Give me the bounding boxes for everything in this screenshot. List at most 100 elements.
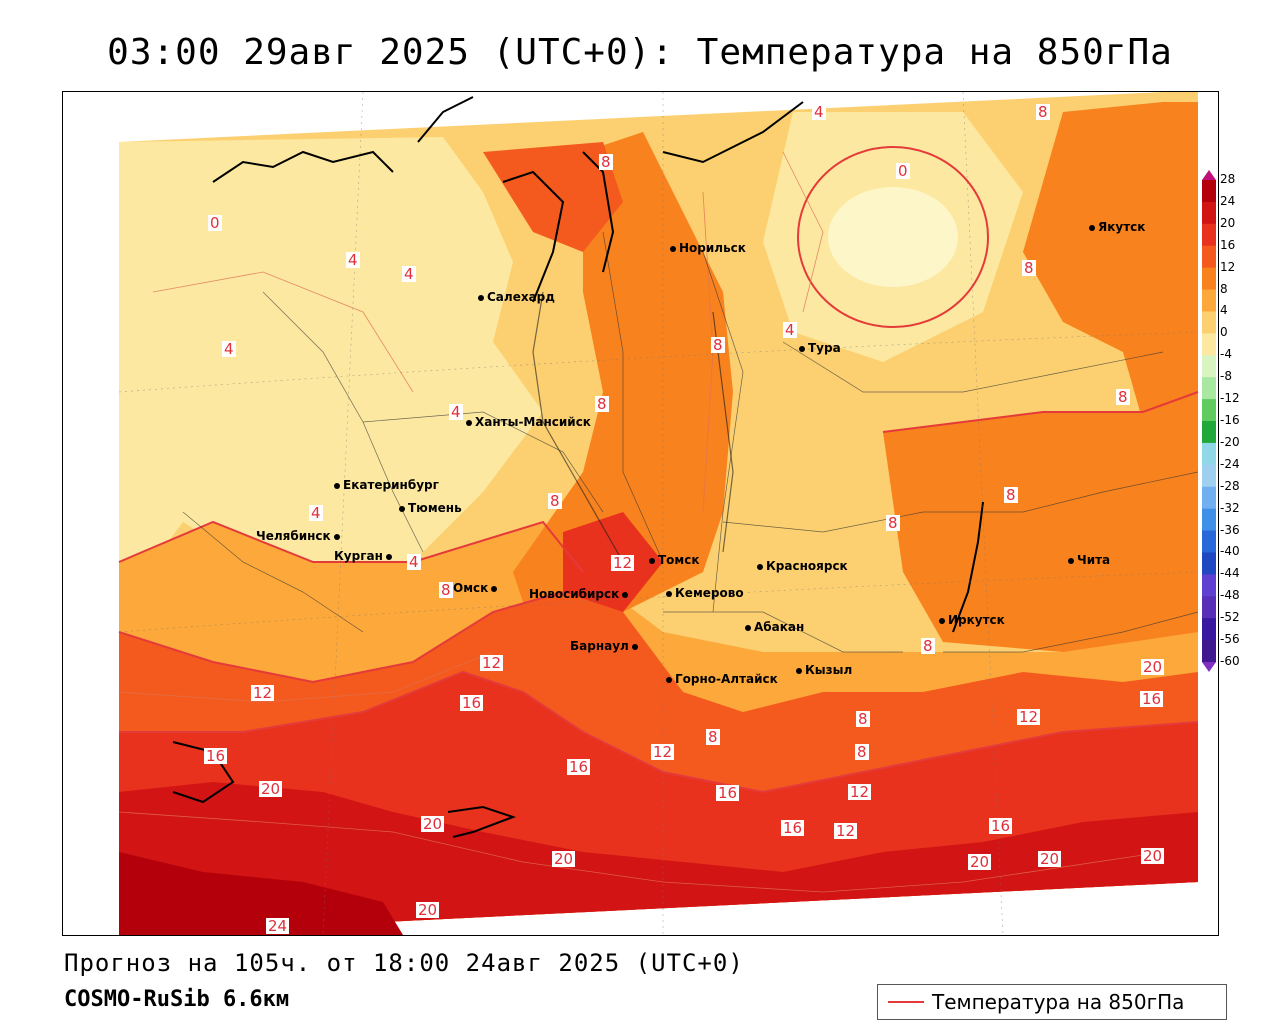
- city-dot-icon: [478, 294, 484, 301]
- city-tomsk: Томск: [649, 553, 700, 567]
- contour-label: 4: [407, 553, 421, 571]
- city-dot-icon: [745, 624, 751, 631]
- colorbar-segment: [1202, 355, 1216, 378]
- city-dot-icon: [466, 419, 472, 426]
- colorbar: [1202, 170, 1216, 672]
- contour-label: 20: [552, 850, 576, 868]
- colorbar-segment: [1202, 574, 1216, 597]
- colorbar-tick-label: -16: [1220, 413, 1240, 427]
- contour-label: 8: [599, 153, 613, 171]
- colorbar-tick-label: 24: [1220, 193, 1236, 208]
- map-area: Норильск Якутск Салехард Тура Ханты-Манс…: [62, 91, 1219, 936]
- colorbar-tick-label: 8: [1220, 281, 1228, 296]
- contour-label: 8: [886, 514, 900, 532]
- contour-label: 8: [706, 728, 720, 746]
- contour-label: 0: [208, 214, 222, 232]
- colorbar-segment: [1202, 180, 1216, 203]
- colorbar-segment: [1202, 530, 1216, 553]
- colorbar-segment: [1202, 311, 1216, 334]
- city-yekaterinburg: Екатеринбург: [334, 478, 439, 492]
- contour-label: 8: [1004, 486, 1018, 504]
- colorbar-tick-label: 16: [1220, 237, 1236, 252]
- colorbar-tick-label: -8: [1220, 369, 1232, 384]
- contour-label: 16: [204, 747, 228, 765]
- contour-label: 24: [266, 917, 290, 935]
- city-abakan: Абакан: [745, 620, 804, 634]
- contour-label: 0: [896, 162, 910, 180]
- contour-label: 8: [439, 581, 453, 599]
- colorbar-tick-label: -36: [1220, 522, 1240, 537]
- temperature-map: [63, 92, 1218, 935]
- contour-label: 4: [222, 340, 236, 358]
- colorbar-tick-label: -24: [1220, 456, 1240, 471]
- city-dot-icon: [799, 345, 805, 352]
- contour-label: 16: [781, 819, 805, 837]
- contour-label: 16: [1140, 690, 1164, 708]
- forecast-info: Прогноз на 105ч. от 18:00 24авг 2025 (UT…: [64, 949, 744, 977]
- colorbar-tick-label: 0: [1220, 325, 1228, 340]
- model-name: COSMO-RuSib 6.6км: [64, 987, 290, 1012]
- city-dot-icon: [670, 245, 676, 252]
- contour-label: 8: [1036, 103, 1050, 121]
- contour-label: 20: [1141, 847, 1165, 865]
- city-chelyabinsk: Челябинск: [256, 529, 343, 543]
- colorbar-segment: [1202, 223, 1216, 247]
- city-dot-icon: [757, 563, 763, 570]
- colorbar-tick-label: 28: [1220, 172, 1236, 186]
- contour-label: 4: [449, 403, 463, 421]
- contour-label: 12: [834, 822, 858, 840]
- city-dot-icon: [666, 676, 672, 683]
- city-dot-icon: [1068, 557, 1074, 564]
- contour-label: 16: [989, 817, 1013, 835]
- city-dot-icon: [385, 553, 392, 560]
- colorbar-segment: [1202, 245, 1216, 269]
- colorbar-tick-label: -32: [1220, 500, 1240, 515]
- city-khanty-mansiysk: Ханты-Мансийск: [466, 415, 591, 429]
- legend-label: Температура на 850гПа: [932, 990, 1185, 1014]
- contour-label: 8: [1116, 388, 1130, 406]
- city-tyumen: Тюмень: [399, 501, 462, 515]
- city-norilsk: Норильск: [670, 241, 746, 255]
- city-krasnoyarsk: Красноярск: [757, 559, 848, 573]
- colorbar-segment: [1202, 442, 1216, 466]
- contour-label: 20: [1141, 658, 1165, 676]
- contour-label: 12: [651, 743, 675, 761]
- city-kurgan: Курган: [334, 549, 395, 563]
- colorbar-segment: [1202, 464, 1216, 488]
- legend-box: Температура на 850гПа: [877, 984, 1227, 1020]
- contour-label: 20: [1038, 850, 1062, 868]
- city-irkutsk: Иркутск: [939, 613, 1005, 627]
- contour-label: 8: [1022, 259, 1036, 277]
- city-tura: Тура: [799, 341, 841, 355]
- city-dot-icon: [649, 557, 655, 564]
- colorbar-segment: [1202, 618, 1216, 641]
- contour-label: 8: [921, 637, 935, 655]
- contour-label: 8: [548, 492, 562, 510]
- colorbar-segment: [1202, 333, 1216, 356]
- city-kemerovo: Кемерово: [666, 586, 744, 600]
- city-dot-icon: [939, 617, 945, 624]
- contour-label: 8: [595, 395, 609, 413]
- contour-label: 20: [421, 815, 445, 833]
- contour-label: 4: [402, 265, 416, 283]
- city-gorno-altaysk: Горно-Алтайск: [666, 672, 778, 686]
- city-dot-icon: [622, 591, 629, 598]
- contour-label: 12: [1017, 708, 1041, 726]
- contour-label: 4: [346, 251, 360, 269]
- contour-label: 20: [259, 780, 283, 798]
- contour-label: 4: [309, 504, 323, 522]
- colorbar-segment: [1202, 267, 1216, 291]
- colorbar-segment: [1202, 377, 1216, 400]
- contour-label: 16: [460, 694, 484, 712]
- map-title: 03:00 29авг 2025 (UTC+0): Температура на…: [107, 32, 1173, 73]
- contour-label: 12: [480, 654, 504, 672]
- city-dot-icon: [333, 533, 340, 540]
- contour-label: 8: [856, 710, 870, 728]
- colorbar-segment: [1202, 596, 1216, 619]
- contour-label: 12: [251, 684, 275, 702]
- contour-label: 12: [611, 554, 635, 572]
- colorbar-tick-label: -4: [1220, 347, 1232, 362]
- colorbar-segment: [1202, 399, 1216, 422]
- city-dot-icon: [334, 482, 340, 489]
- colorbar-tick-label: -28: [1220, 478, 1240, 493]
